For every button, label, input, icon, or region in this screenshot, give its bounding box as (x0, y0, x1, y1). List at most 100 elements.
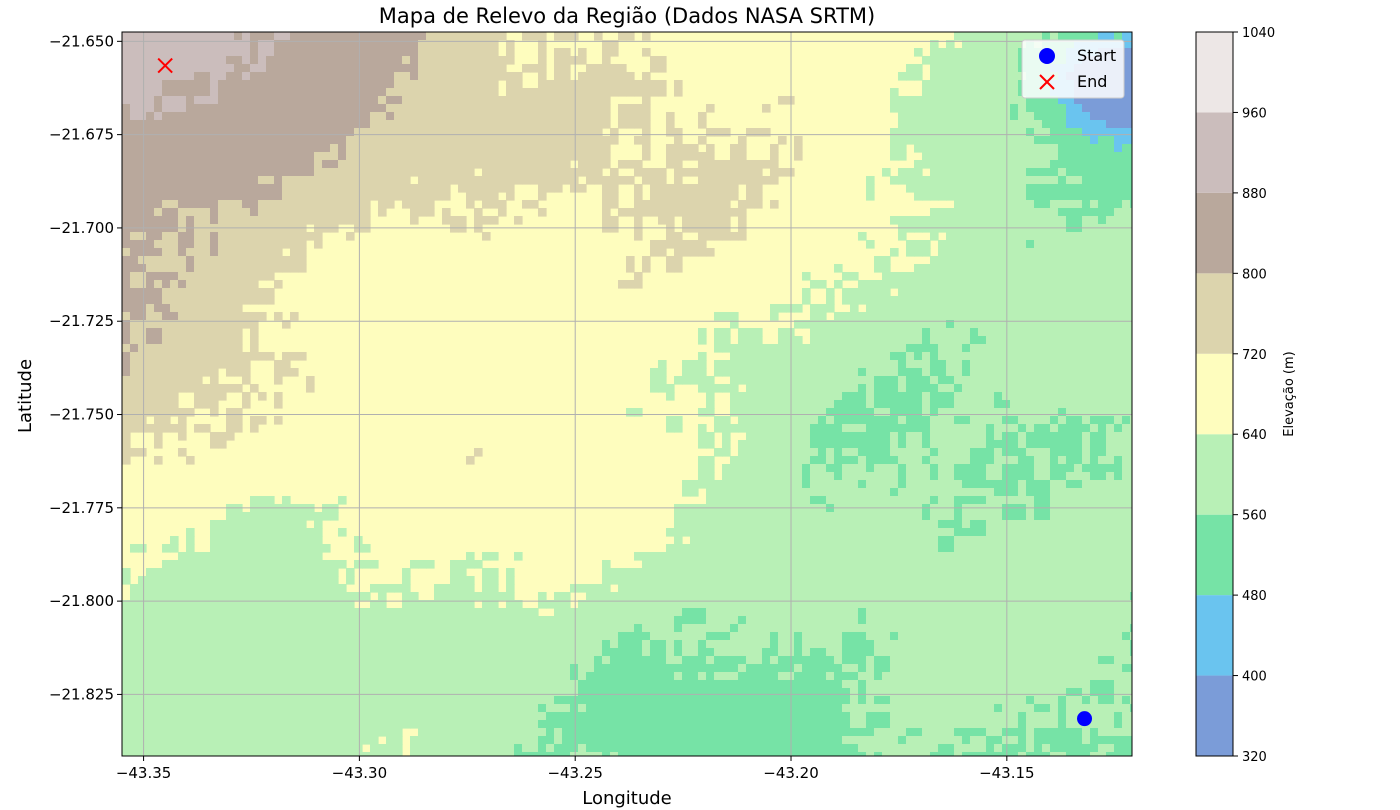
elevation-cell (954, 48, 963, 57)
elevation-cell (1026, 136, 1035, 145)
elevation-cell (274, 232, 283, 241)
elevation-cell (1098, 192, 1107, 201)
elevation-cell (162, 248, 171, 257)
elevation-cell (738, 448, 747, 457)
elevation-cell (794, 408, 803, 417)
elevation-cell (730, 528, 739, 537)
elevation-cell (834, 440, 843, 449)
elevation-cell (1058, 208, 1067, 217)
elevation-cell (162, 72, 171, 81)
elevation-cell (978, 176, 987, 185)
elevation-cell (266, 552, 275, 561)
elevation-cell (338, 216, 347, 225)
elevation-cell (1122, 440, 1131, 449)
elevation-cell (890, 312, 899, 321)
elevation-cell (146, 200, 155, 209)
elevation-cell (642, 88, 651, 97)
elevation-cell (890, 368, 899, 377)
elevation-cell (1122, 104, 1131, 113)
elevation-cell (130, 208, 139, 217)
elevation-cell (842, 448, 851, 457)
elevation-cell (1050, 448, 1059, 457)
elevation-cell (394, 64, 403, 73)
elevation-cell (186, 536, 195, 545)
elevation-cell (426, 32, 435, 41)
elevation-cell (738, 528, 747, 537)
elevation-cell (274, 104, 283, 113)
elevation-cell (978, 104, 987, 113)
elevation-cell (786, 368, 795, 377)
elevation-cell (242, 112, 251, 121)
elevation-cell (938, 216, 947, 225)
elevation-cell (714, 208, 723, 217)
elevation-cell (234, 72, 243, 81)
elevation-cell (282, 192, 291, 201)
elevation-cell (554, 152, 563, 161)
elevation-cell (698, 472, 707, 481)
elevation-cell (130, 336, 139, 345)
elevation-cell (962, 408, 971, 417)
elevation-cell (986, 328, 995, 337)
elevation-cell (402, 120, 411, 129)
elevation-cell (482, 64, 491, 73)
elevation-cell (242, 144, 251, 153)
elevation-cell (674, 520, 683, 529)
elevation-cell (314, 144, 323, 153)
elevation-cell (706, 104, 715, 113)
elevation-cell (170, 240, 179, 249)
elevation-cell (842, 552, 851, 561)
elevation-cell (210, 248, 219, 257)
elevation-cell (1050, 464, 1059, 473)
elevation-cell (978, 392, 987, 401)
elevation-cell (722, 512, 731, 521)
elevation-cell (906, 352, 915, 361)
elevation-cell (258, 56, 267, 65)
elevation-cell (314, 192, 323, 201)
elevation-cell (938, 168, 947, 177)
elevation-cell (1098, 480, 1107, 489)
elevation-cell (394, 88, 403, 97)
elevation-cell (954, 64, 963, 73)
elevation-cell (442, 56, 451, 65)
elevation-cell (962, 272, 971, 281)
elevation-cell (1002, 160, 1011, 169)
elevation-cell (210, 192, 219, 201)
elevation-cell (570, 80, 579, 89)
elevation-cell (738, 368, 747, 377)
elevation-cell (210, 336, 219, 345)
elevation-cell (498, 32, 507, 41)
elevation-cell (194, 160, 203, 169)
elevation-cell (938, 336, 947, 345)
elevation-cell (794, 384, 803, 393)
elevation-cell (682, 376, 691, 385)
elevation-cell (170, 72, 179, 81)
elevation-cell (746, 496, 755, 505)
elevation-cell (1114, 416, 1123, 425)
elevation-cell (666, 232, 675, 241)
elevation-cell (962, 304, 971, 313)
elevation-cell (778, 448, 787, 457)
elevation-cell (834, 464, 843, 473)
elevation-cell (1130, 432, 1132, 441)
elevation-cell (770, 152, 779, 161)
elevation-cell (970, 240, 979, 249)
elevation-cell (1002, 200, 1011, 209)
elevation-cell (522, 176, 531, 185)
elevation-cell (898, 544, 907, 553)
elevation-cell (818, 344, 827, 353)
elevation-cell (1034, 536, 1043, 545)
elevation-cell (162, 96, 171, 105)
elevation-cell (882, 384, 891, 393)
elevation-cell (370, 72, 379, 81)
elevation-cell (882, 280, 891, 289)
elevation-cell (450, 72, 459, 81)
elevation-cell (874, 536, 883, 545)
elevation-cell (258, 232, 267, 241)
elevation-cell (810, 440, 819, 449)
elevation-cell (1010, 520, 1019, 529)
elevation-cell (258, 520, 267, 529)
elevation-cell (1034, 104, 1043, 113)
elevation-cell (346, 80, 355, 89)
elevation-cell (274, 400, 283, 409)
elevation-cell (906, 392, 915, 401)
